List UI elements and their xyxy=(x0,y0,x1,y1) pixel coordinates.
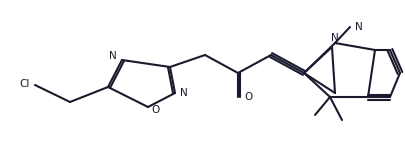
Text: Cl: Cl xyxy=(19,79,30,89)
Text: N: N xyxy=(109,51,117,61)
Text: N: N xyxy=(180,88,188,98)
Text: N: N xyxy=(331,33,339,43)
Text: N: N xyxy=(355,22,363,32)
Text: O: O xyxy=(244,92,252,102)
Text: O: O xyxy=(151,105,159,115)
